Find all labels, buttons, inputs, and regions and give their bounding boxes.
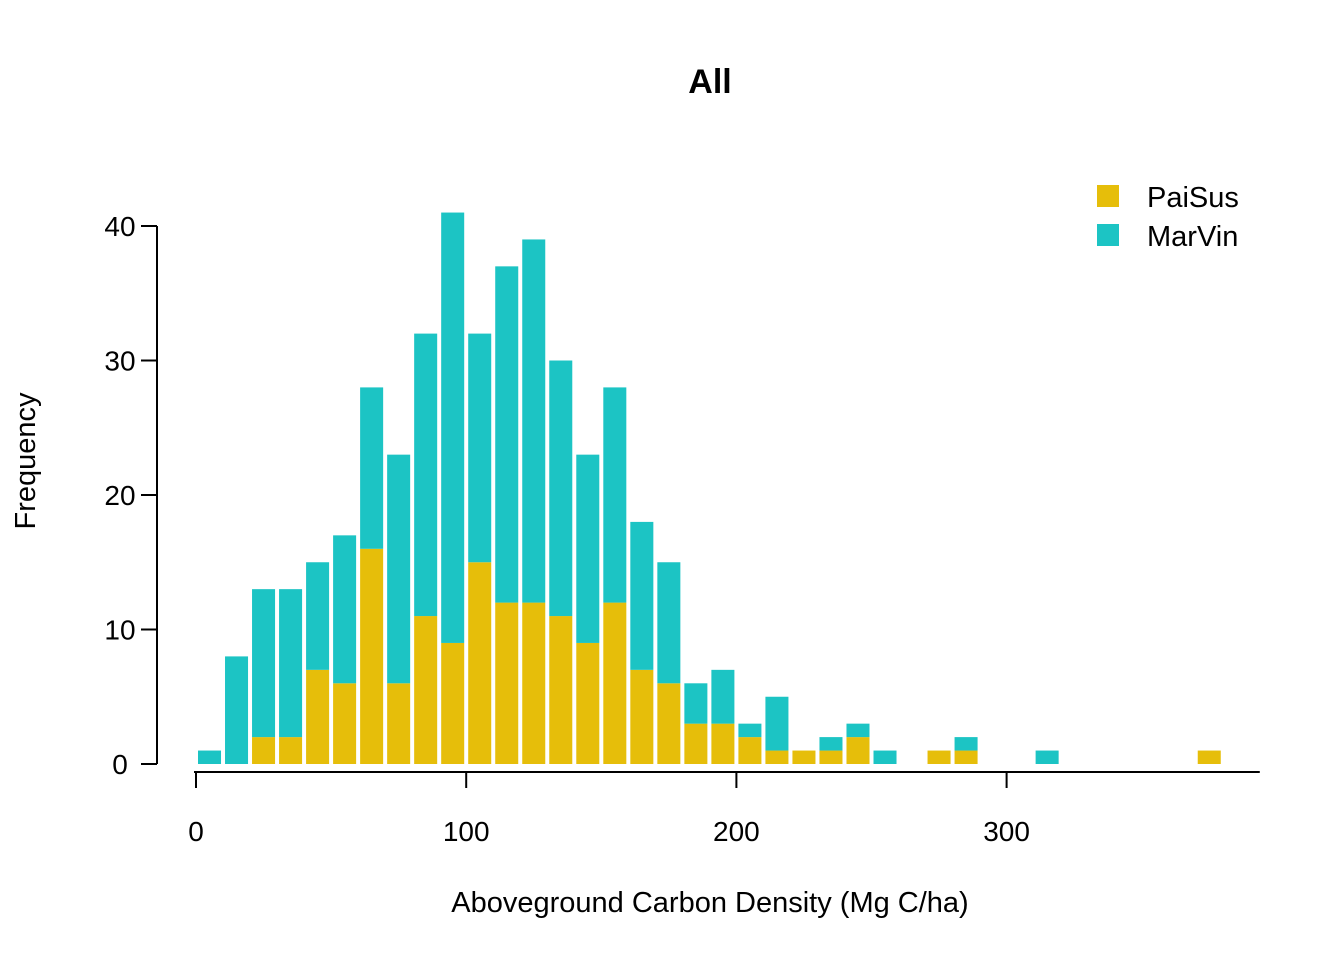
bar-marvin-1: [225, 656, 249, 764]
bar-paisus-18: [684, 723, 708, 764]
bar-marvin-4: [306, 562, 330, 670]
y-tick-label: 0: [112, 749, 128, 780]
bar-paisus-16: [630, 669, 654, 764]
bar-paisus-9: [441, 642, 465, 764]
bar-paisus-5: [333, 683, 357, 764]
bar-marvin-7: [387, 454, 411, 684]
bar-paisus-22: [792, 750, 816, 764]
bar-marvin-0: [198, 750, 222, 764]
legend: PaiSus MarVin: [1097, 182, 1239, 253]
y-tick-label: 10: [104, 615, 135, 646]
bar-paisus-21: [765, 750, 789, 764]
y-tick-label: 20: [104, 480, 135, 511]
legend-swatch-paisus: [1097, 185, 1119, 207]
bar-paisus-20: [738, 737, 762, 764]
x-tick-label: 100: [443, 816, 490, 847]
bar-marvin-24: [846, 723, 870, 738]
bar-paisus-28: [954, 750, 978, 764]
bar-marvin-10: [468, 333, 492, 563]
legend-label-paisus: PaiSus: [1147, 182, 1239, 214]
y-tick-label: 40: [104, 211, 135, 242]
bar-marvin-12: [522, 239, 546, 603]
y-axis-label: Frequency: [10, 392, 42, 530]
bar-paisus-13: [549, 616, 573, 764]
bar-marvin-5: [333, 535, 357, 684]
bar-paisus-11: [495, 602, 519, 764]
bar-marvin-23: [819, 737, 843, 751]
x-tick-label: 200: [713, 816, 760, 847]
bar-paisus-6: [360, 548, 384, 764]
bar-marvin-16: [630, 521, 654, 670]
bar-paisus-8: [414, 616, 438, 764]
bar-marvin-20: [738, 723, 762, 738]
bar-paisus-27: [927, 750, 951, 764]
bar-paisus-7: [387, 683, 411, 764]
bar-paisus-3: [279, 737, 303, 764]
x-axis-ticks: 0 100 200 300: [188, 772, 1030, 847]
y-axis-ticks: 0 10 20 30 40: [104, 211, 157, 780]
bar-paisus-24: [846, 737, 870, 764]
bar-marvin-14: [576, 454, 600, 643]
bar-paisus-14: [576, 642, 600, 764]
bar-paisus-19: [711, 723, 735, 764]
bar-marvin-13: [549, 360, 573, 617]
bar-marvin-21: [765, 696, 789, 751]
bar-paisus-12: [522, 602, 546, 764]
bar-marvin-8: [414, 333, 438, 617]
x-tick-label: 0: [188, 816, 204, 847]
bar-marvin-9: [441, 212, 465, 643]
bar-paisus-17: [657, 683, 681, 764]
y-tick-label: 30: [104, 346, 135, 377]
bar-marvin-2: [252, 589, 276, 738]
bar-marvin-17: [657, 562, 681, 684]
bar-paisus-15: [603, 602, 627, 764]
bar-marvin-19: [711, 669, 735, 724]
bar-marvin-28: [954, 737, 978, 751]
x-tick-label: 300: [983, 816, 1030, 847]
bar-marvin-15: [603, 387, 627, 603]
bar-marvin-6: [360, 387, 384, 549]
bar-paisus-10: [468, 562, 492, 764]
legend-label-marvin: MarVin: [1147, 221, 1238, 253]
bar-marvin-3: [279, 589, 303, 738]
x-axis-label: Aboveground Carbon Density (Mg C/ha): [451, 887, 968, 919]
chart-title: All: [688, 63, 731, 101]
bar-paisus-37: [1197, 750, 1221, 764]
bar-marvin-18: [684, 683, 708, 724]
legend-swatch-marvin: [1097, 224, 1119, 246]
bar-marvin-31: [1035, 750, 1059, 764]
bar-paisus-2: [252, 737, 276, 764]
bar-marvin-25: [873, 750, 897, 764]
bars-group: [198, 212, 1221, 764]
bar-paisus-4: [306, 669, 330, 764]
bar-paisus-23: [819, 750, 843, 764]
bar-marvin-11: [495, 266, 519, 603]
